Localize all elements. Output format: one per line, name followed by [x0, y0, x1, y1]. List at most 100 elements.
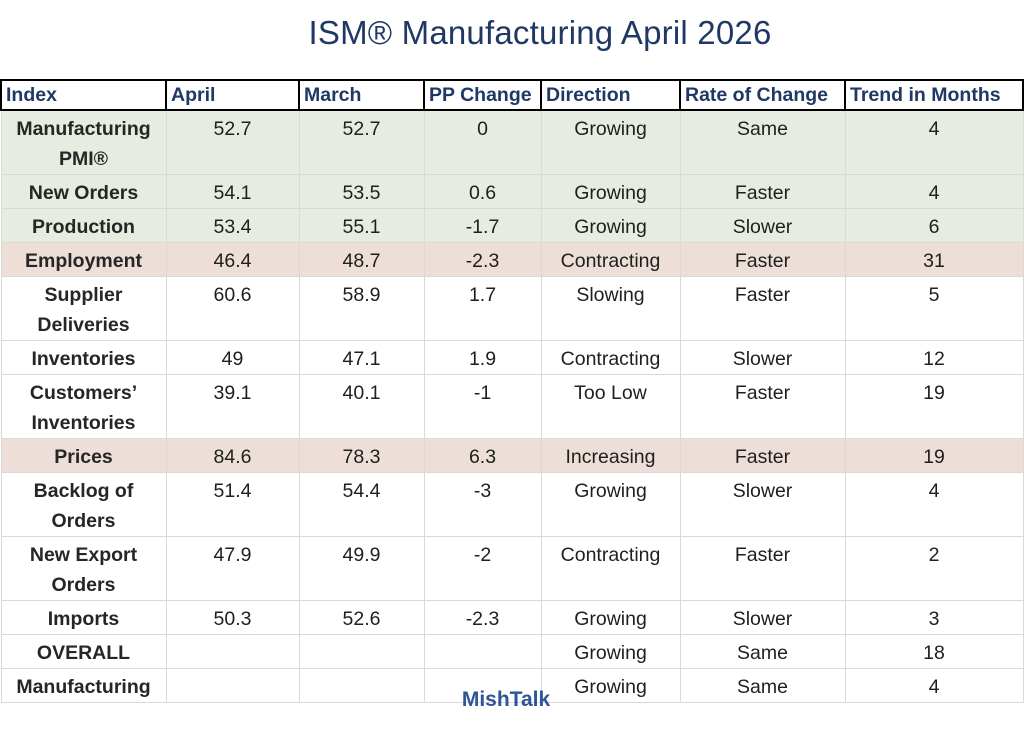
- april-cell: 39.1: [165, 374, 300, 439]
- direction-cell: Growing: [540, 174, 681, 209]
- index-cell: OVERALL: [0, 634, 167, 669]
- march-cell: 55.1: [298, 208, 425, 243]
- index-cell: Manufacturing: [0, 668, 167, 703]
- table-row: Employment 46.4 48.7 -2.3 Contracting Faster 3…: [0, 242, 1024, 277]
- pp-change-cell: -2.3: [423, 600, 542, 635]
- column-header-pp-change: PP Change: [423, 79, 542, 111]
- index-cell: Imports: [0, 600, 167, 635]
- direction-cell: Contracting: [540, 340, 681, 375]
- rate-of-change-cell: Faster: [679, 438, 846, 473]
- index-cell: Employment: [0, 242, 167, 277]
- march-cell: 40.1: [298, 374, 425, 439]
- table-row: Manufacturing Growing Same 4: [0, 668, 1024, 703]
- page-title: ISM® Manufacturing April 2026: [308, 14, 772, 51]
- table-row: Supplier Deliveries 60.6 58.9 1.7 Slowing Fas…: [0, 276, 1024, 341]
- pp-change-cell: 1.9: [423, 340, 542, 375]
- pp-change-cell: [423, 668, 542, 703]
- rate-of-change-cell: Slower: [679, 472, 846, 537]
- direction-cell: Slowing: [540, 276, 681, 341]
- direction-cell: Contracting: [540, 536, 681, 601]
- rate-of-change-cell: Faster: [679, 242, 846, 277]
- trend-cell: 4: [844, 472, 1024, 537]
- april-cell: 84.6: [165, 438, 300, 473]
- trend-cell: 4: [844, 109, 1024, 175]
- rate-of-change-cell: Slower: [679, 208, 846, 243]
- march-cell: 47.1: [298, 340, 425, 375]
- pp-change-cell: [423, 634, 542, 669]
- rate-of-change-cell: Faster: [679, 374, 846, 439]
- header-row: Index April March PP Change Direction Ra…: [0, 79, 1024, 111]
- trend-cell: 5: [844, 276, 1024, 341]
- march-cell: 58.9: [298, 276, 425, 341]
- table-row: Production 53.4 55.1 -1.7 Growing Slower 6: [0, 208, 1024, 243]
- march-cell: [298, 634, 425, 669]
- table-row: Customers’ Inventories 39.1 40.1 -1 Too Low F…: [0, 374, 1024, 439]
- rate-of-change-cell: Faster: [679, 174, 846, 209]
- pp-change-cell: -2.3: [423, 242, 542, 277]
- march-cell: 49.9: [298, 536, 425, 601]
- trend-cell: 2: [844, 536, 1024, 601]
- index-cell: Inventories: [0, 340, 167, 375]
- pp-change-cell: -3: [423, 472, 542, 537]
- column-header-index: Index: [0, 79, 167, 111]
- pp-change-cell: -1.7: [423, 208, 542, 243]
- march-cell: 52.7: [298, 109, 425, 175]
- rate-of-change-cell: Same: [679, 634, 846, 669]
- column-header-april: April: [165, 79, 300, 111]
- column-header-trend-in-months: Trend in Months: [844, 79, 1024, 111]
- rate-of-change-cell: Faster: [679, 276, 846, 341]
- trend-cell: 6: [844, 208, 1024, 243]
- direction-cell: Growing: [540, 600, 681, 635]
- april-cell: [165, 634, 300, 669]
- ism-table: Index April March PP Change Direction Ra…: [0, 79, 1024, 703]
- table-row: New Orders 54.1 53.5 0.6 Growing Faster 4: [0, 174, 1024, 209]
- march-cell: 78.3: [298, 438, 425, 473]
- direction-cell: Growing: [540, 634, 681, 669]
- direction-cell: Increasing: [540, 438, 681, 473]
- trend-cell: 18: [844, 634, 1024, 669]
- index-cell: Backlog of Orders: [0, 472, 167, 537]
- direction-cell: Contracting: [540, 242, 681, 277]
- rate-of-change-cell: Same: [679, 109, 846, 175]
- index-cell: Prices: [0, 438, 167, 473]
- direction-cell: Too Low: [540, 374, 681, 439]
- rate-of-change-cell: Faster: [679, 536, 846, 601]
- direction-cell: Growing: [540, 109, 681, 175]
- table-row: Inventories 49 47.1 1.9 Contracting Slower 12: [0, 340, 1024, 375]
- index-cell: Supplier Deliveries: [0, 276, 167, 341]
- rate-of-change-cell: Slower: [679, 600, 846, 635]
- index-cell: Customers’ Inventories: [0, 374, 167, 439]
- april-cell: 54.1: [165, 174, 300, 209]
- march-cell: 48.7: [298, 242, 425, 277]
- direction-cell: Growing: [540, 208, 681, 243]
- trend-cell: 3: [844, 600, 1024, 635]
- column-header-march: March: [298, 79, 425, 111]
- march-cell: 52.6: [298, 600, 425, 635]
- pp-change-cell: 0.6: [423, 174, 542, 209]
- rate-of-change-cell: Slower: [679, 340, 846, 375]
- table-body: Manufacturing PMI® 52.7 52.7 0 Growing Same 4 N…: [0, 109, 1024, 703]
- april-cell: 53.4: [165, 208, 300, 243]
- april-cell: 50.3: [165, 600, 300, 635]
- april-cell: 47.9: [165, 536, 300, 601]
- footer-brand: MishTalk: [461, 688, 551, 711]
- index-cell: Manufacturing PMI®: [0, 109, 167, 175]
- rate-of-change-cell: Same: [679, 668, 846, 703]
- trend-cell: 4: [844, 174, 1024, 209]
- column-header-rate-of-change: Rate of Change: [679, 79, 846, 111]
- table-row: New Export Orders 47.9 49.9 -2 Contracting Fa…: [0, 536, 1024, 601]
- trend-cell: 4: [844, 668, 1024, 703]
- pp-change-cell: -1: [423, 374, 542, 439]
- table-row: Manufacturing PMI® 52.7 52.7 0 Growing Same 4: [0, 109, 1024, 175]
- march-cell: 54.4: [298, 472, 425, 537]
- index-cell: New Orders: [0, 174, 167, 209]
- pp-change-cell: 0: [423, 109, 542, 175]
- pp-change-cell: -2: [423, 536, 542, 601]
- march-cell: [298, 668, 425, 703]
- table-row: Prices 84.6 78.3 6.3 Increasing Faster 19: [0, 438, 1024, 473]
- april-cell: 52.7: [165, 109, 300, 175]
- pp-change-cell: 1.7: [423, 276, 542, 341]
- trend-cell: 31: [844, 242, 1024, 277]
- table-row: OVERALL Growing Same 18: [0, 634, 1024, 669]
- pp-change-cell: 6.3: [423, 438, 542, 473]
